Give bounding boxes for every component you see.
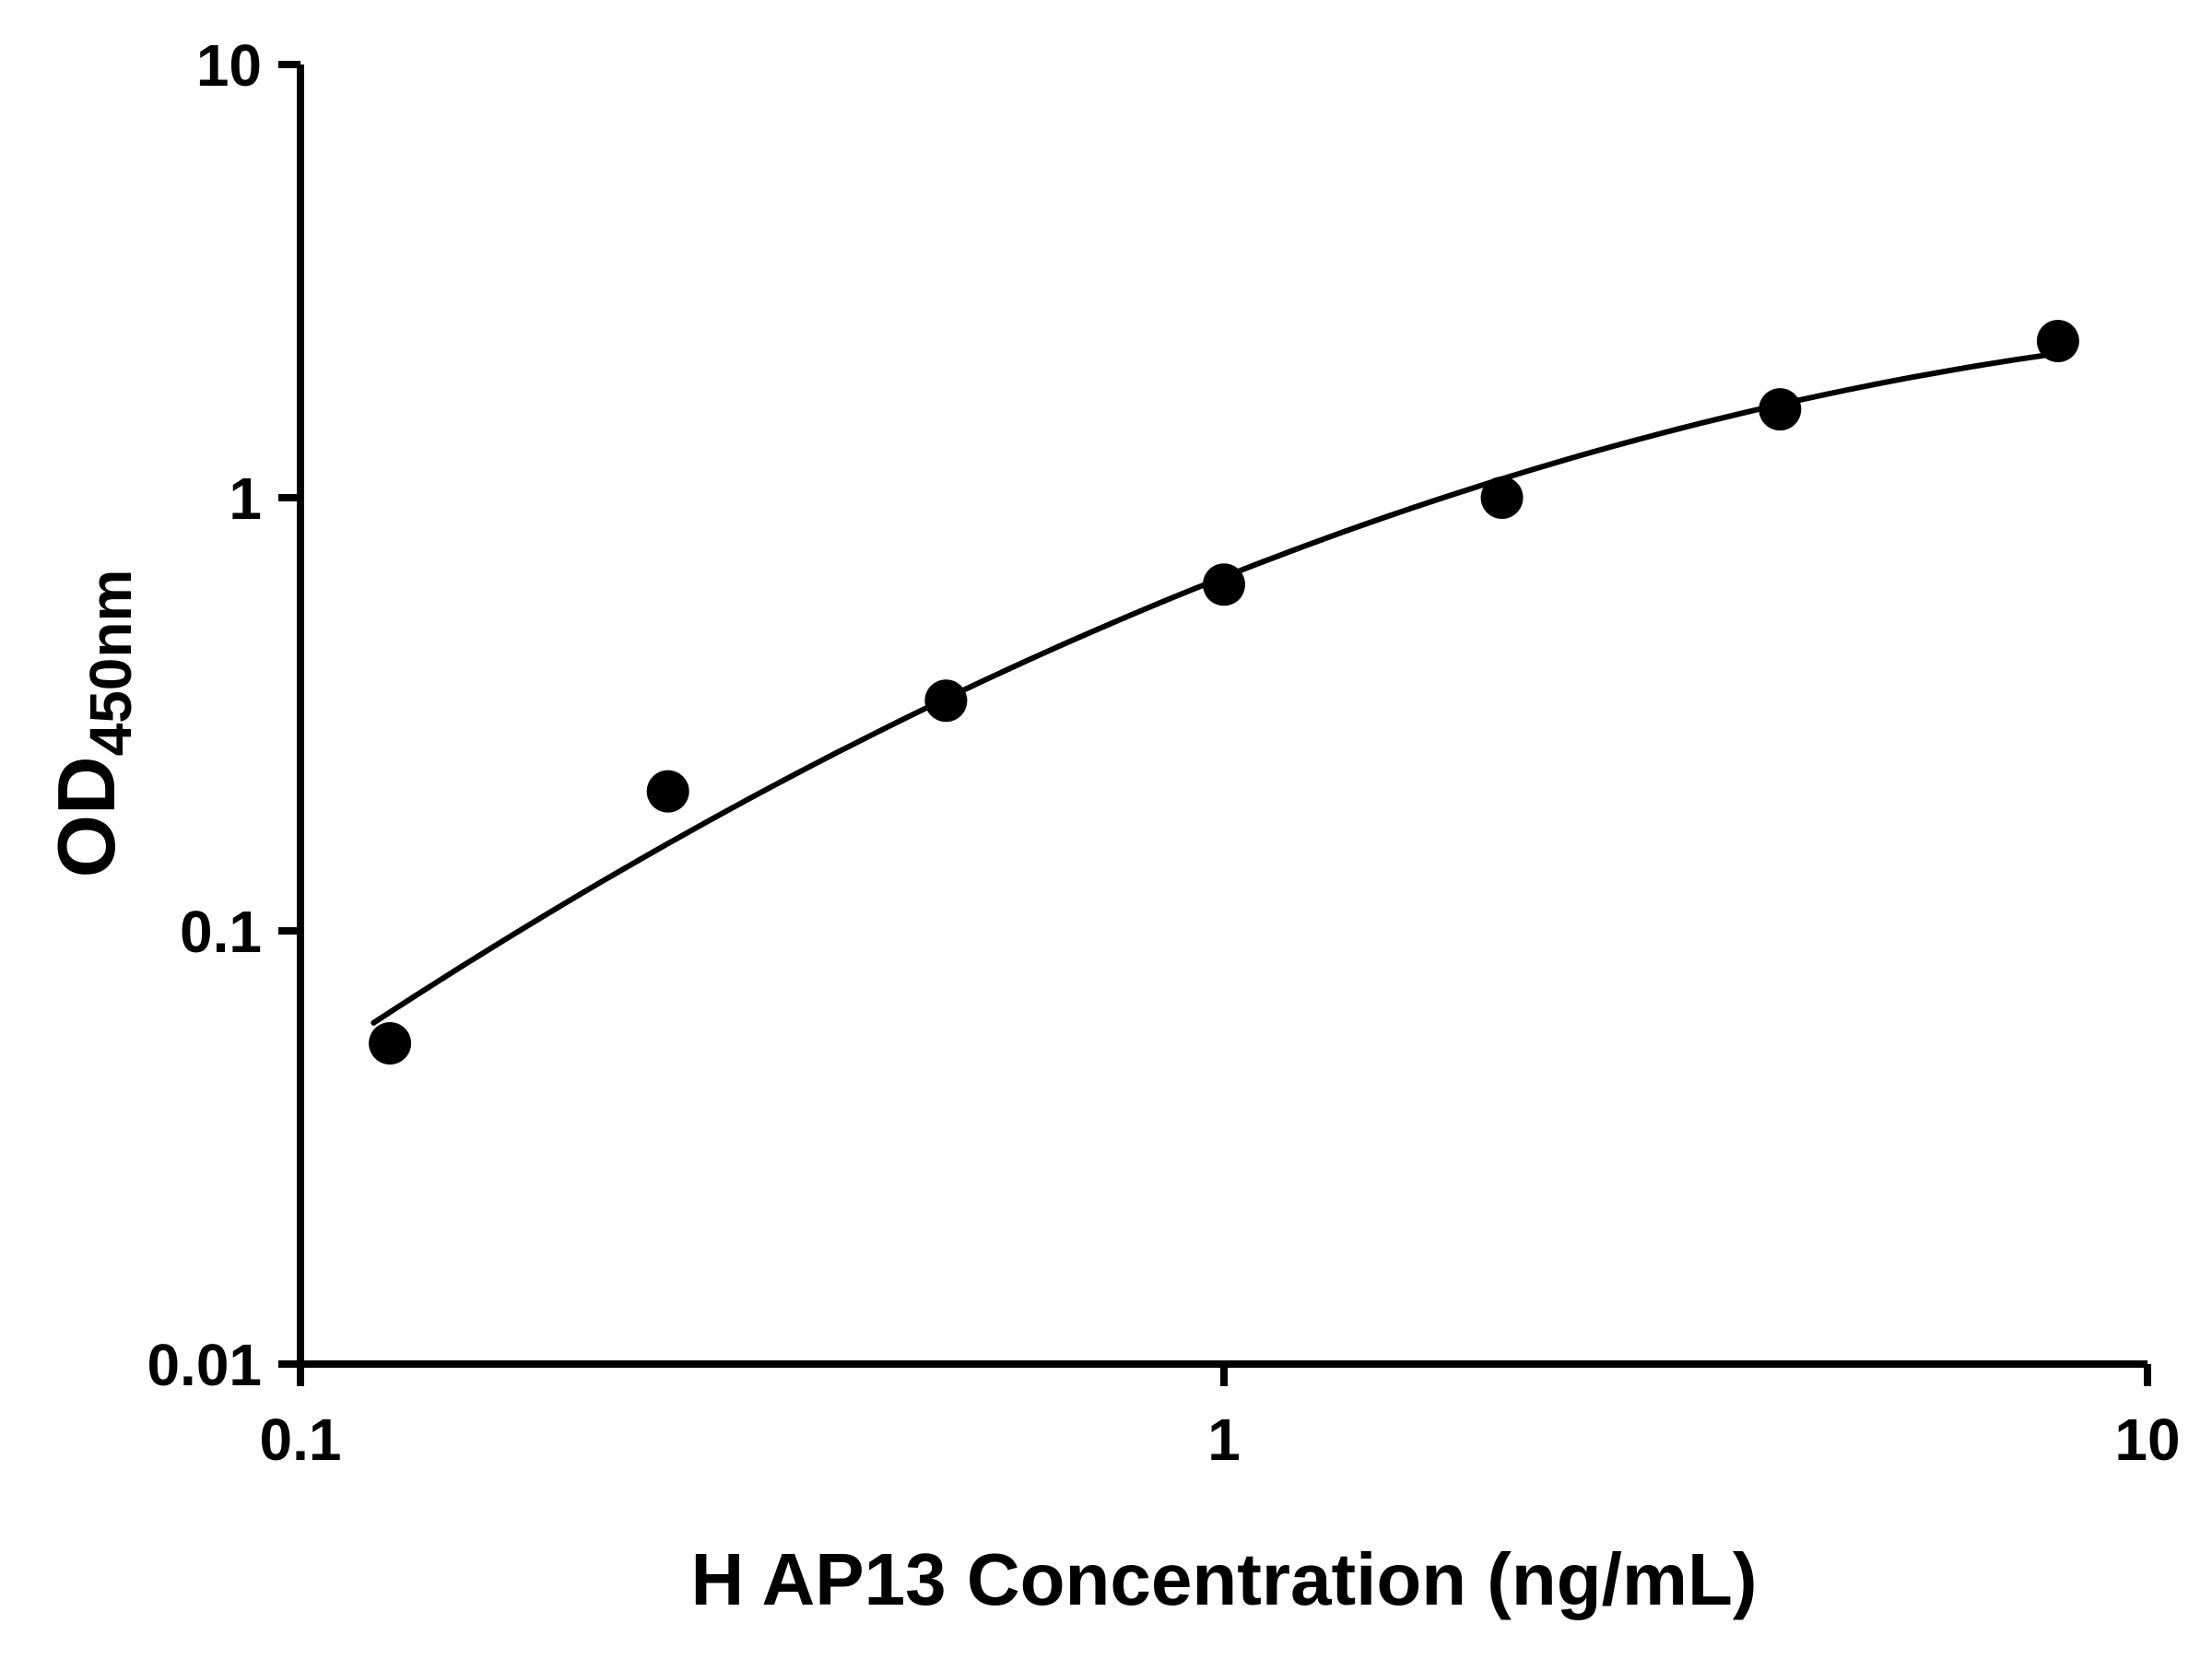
data-point [2036, 320, 2079, 362]
data-point [1759, 388, 1802, 431]
x-tick-label: 0.1 [260, 1406, 342, 1473]
x-tick-label: 1 [1207, 1406, 1241, 1473]
data-point [646, 770, 689, 813]
y-tick-label: 10 [196, 32, 262, 99]
y-tick-label: 1 [229, 465, 262, 532]
y-tick-label: 0.1 [180, 899, 262, 965]
y-axis-title-text: OD450nm [40, 570, 145, 878]
data-point [369, 1022, 412, 1065]
y-tick-label: 0.01 [147, 1332, 262, 1398]
data-point [924, 679, 968, 723]
y-axis-title-subscript: 450nm [77, 569, 144, 757]
y-axis-title-main: OD [41, 756, 132, 878]
x-tick-label: 10 [2114, 1406, 2180, 1473]
axis-spine [297, 65, 2147, 1368]
data-point [1480, 477, 1524, 519]
data-point [1203, 563, 1245, 606]
x-axis-title: H AP13 Concentration (ng/mL) [690, 1538, 1758, 1620]
fit-curve [371, 350, 2061, 1026]
